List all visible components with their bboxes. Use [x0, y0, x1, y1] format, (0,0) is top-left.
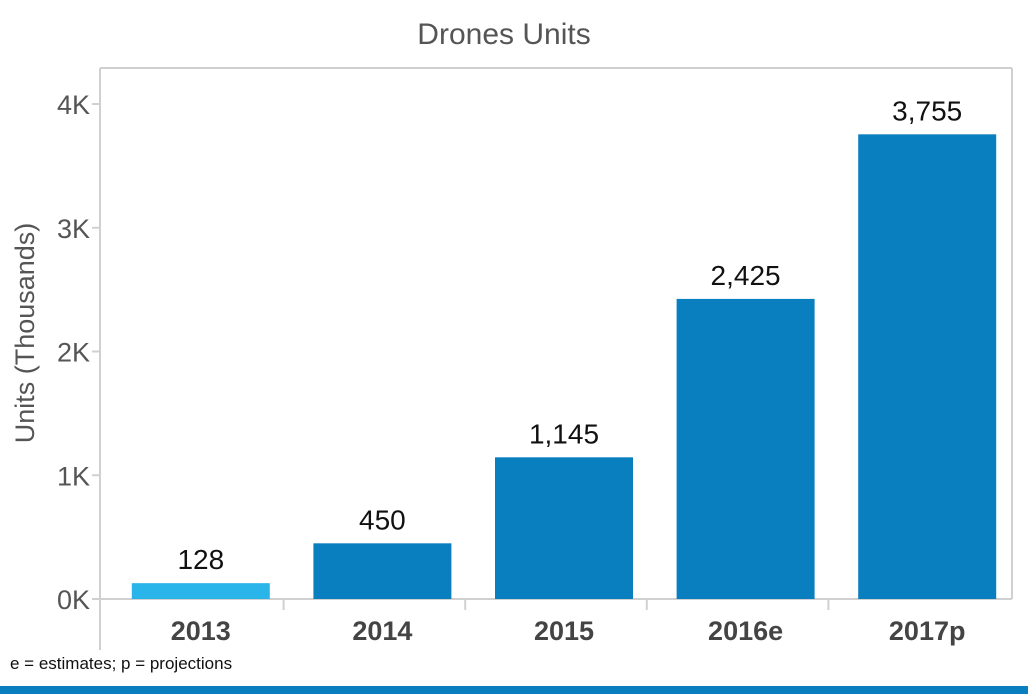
bar [858, 134, 997, 599]
x-tick-label: 2014 [352, 616, 412, 646]
y-tick-label: 1K [57, 461, 90, 491]
footnote: e = estimates; p = projections [10, 654, 233, 673]
bar-value-label: 1,145 [529, 418, 599, 449]
bar-value-label: 128 [177, 544, 224, 575]
bar [495, 457, 633, 599]
bar-value-label: 450 [359, 504, 406, 535]
bar [313, 543, 452, 599]
x-tick-label: 2017p [889, 616, 966, 646]
bar [676, 298, 815, 599]
x-tick-label: 2015 [534, 616, 594, 646]
bar [131, 583, 270, 599]
y-tick-label: 4K [57, 90, 90, 120]
bar-value-label: 2,425 [711, 260, 781, 291]
x-tick-label: 2013 [171, 616, 231, 646]
y-axis-label: Units (Thousands) [10, 223, 40, 444]
y-tick-label: 3K [57, 214, 90, 244]
y-tick-label: 2K [57, 338, 90, 368]
x-tick-label: 2016e [708, 616, 783, 646]
chart-title: Drones Units [417, 18, 590, 51]
bottom-stripe [0, 686, 1028, 694]
bar-value-label: 3,755 [892, 95, 962, 126]
y-tick-label: 0K [57, 585, 90, 615]
